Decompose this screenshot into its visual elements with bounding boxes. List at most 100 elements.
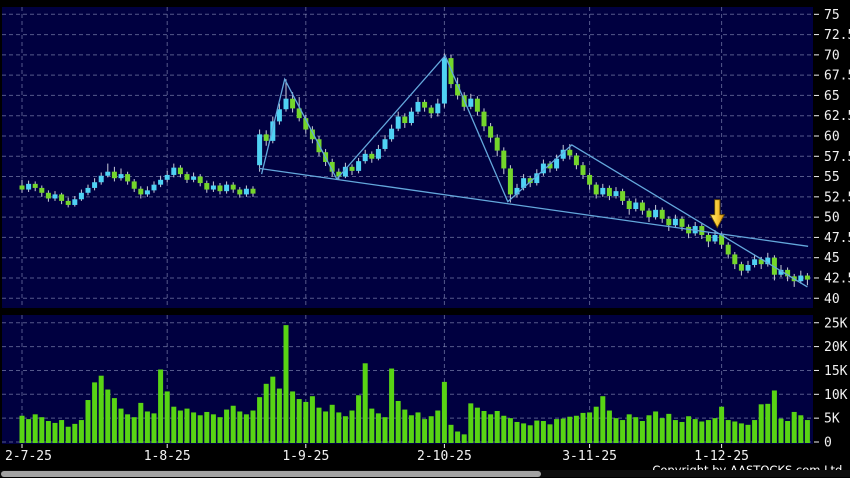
volume-bar — [587, 412, 593, 443]
candle-down — [501, 150, 507, 169]
candle-down — [402, 116, 408, 124]
candle-up — [78, 192, 84, 200]
volume-bar — [118, 408, 124, 443]
candle-up — [191, 176, 197, 180]
candle-up — [356, 161, 362, 171]
price-tick-label: 40 — [824, 292, 840, 307]
candle-up — [382, 139, 388, 149]
volume-bar — [547, 424, 553, 443]
volume-bar — [369, 408, 375, 443]
volume-bar — [85, 400, 91, 443]
candle-down — [573, 155, 579, 166]
candle-down — [488, 126, 494, 138]
volume-bar — [395, 400, 401, 443]
candle-down — [527, 178, 533, 184]
candle-down — [580, 165, 586, 175]
candle-down — [217, 185, 223, 192]
volume-bar — [349, 410, 355, 443]
candle-down — [686, 226, 692, 234]
volume-bar — [626, 414, 632, 443]
volume-bar — [778, 418, 784, 443]
candle-down — [666, 218, 672, 226]
candle-up — [257, 134, 263, 166]
zigzag-pattern-line — [260, 54, 808, 288]
volume-bar — [745, 424, 751, 443]
volume-bar — [468, 403, 474, 443]
volume-bar — [191, 412, 197, 443]
volume-bar — [19, 415, 25, 443]
volume-bar — [342, 416, 348, 443]
candle-up — [712, 234, 718, 242]
candle-up — [514, 187, 520, 195]
candle-down — [587, 174, 593, 185]
candle-down — [719, 234, 725, 245]
candle-down — [639, 202, 645, 211]
candle-down — [369, 153, 375, 159]
candle-down — [336, 171, 342, 177]
volume-bar — [580, 412, 586, 443]
volume-bar — [606, 410, 612, 443]
price-tick-label: 55 — [824, 170, 840, 185]
candle-down — [659, 209, 665, 219]
candle-up — [98, 175, 104, 183]
volume-bar — [237, 411, 243, 443]
price-tick-label: 60 — [824, 129, 840, 144]
candle-down — [263, 134, 269, 141]
candle-down — [679, 218, 685, 227]
volume-bar — [329, 404, 335, 443]
volume-bars — [19, 325, 810, 443]
candle-up — [389, 128, 395, 140]
volume-bar — [474, 407, 480, 443]
candle-up — [798, 275, 804, 282]
volume-bar — [600, 396, 606, 443]
candle-up — [118, 174, 124, 179]
volume-bar — [798, 415, 804, 443]
candle-up — [765, 257, 771, 265]
candle-down — [758, 259, 764, 265]
candle-down — [197, 176, 203, 184]
candle-down — [303, 118, 309, 130]
volume-bar — [791, 411, 797, 443]
price-tick-label: 47.5 — [824, 231, 850, 246]
volume-bar — [758, 404, 764, 443]
volume-bar — [323, 411, 329, 443]
volume-tick-label: 0 — [824, 436, 832, 451]
volume-bar — [362, 363, 368, 443]
candle-down — [296, 108, 302, 119]
candle-up — [171, 167, 177, 175]
volume-bar — [593, 406, 599, 443]
candle-up — [745, 264, 751, 271]
volume-bar — [785, 421, 791, 443]
volume-bar — [686, 416, 692, 443]
volume-bar — [653, 411, 659, 443]
volume-bar — [243, 414, 249, 443]
volume-bar — [620, 420, 626, 443]
volume-bar — [309, 396, 315, 443]
horizontal-scrollbar-thumb[interactable] — [1, 470, 541, 477]
candle-down — [349, 166, 355, 171]
candle-up — [283, 98, 289, 110]
volume-bar — [725, 420, 731, 443]
volume-bar — [336, 412, 342, 443]
volume-bar — [131, 417, 137, 443]
volume-bar — [257, 397, 263, 443]
volume-tick-label: 20K — [824, 340, 848, 355]
volume-bar — [804, 420, 810, 443]
candle-down — [131, 181, 137, 189]
volume-bar — [422, 419, 428, 443]
volume-bar — [32, 414, 38, 443]
price-tick-label: 65 — [824, 89, 840, 104]
volume-bar — [699, 421, 705, 443]
candle-down — [646, 210, 652, 218]
candle-up — [52, 194, 58, 199]
candle-up — [752, 259, 758, 265]
horizontal-scrollbar[interactable] — [0, 470, 850, 477]
volume-bar — [138, 402, 144, 443]
candle-down — [177, 167, 183, 175]
volume-bar — [633, 417, 639, 443]
volume-bar — [184, 408, 190, 443]
price-tick-label: 45 — [824, 251, 840, 266]
volume-bar — [171, 406, 177, 443]
down-arrow-icon — [709, 199, 726, 229]
